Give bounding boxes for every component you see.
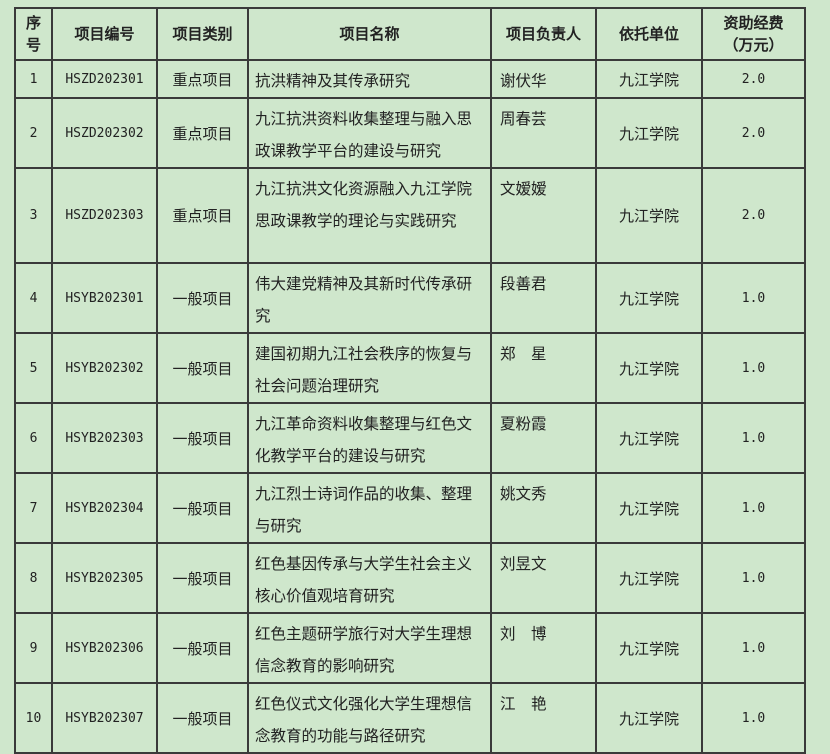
- cell-fund: 2.0: [701, 167, 806, 264]
- header-fund-line1: 资助经费: [723, 14, 784, 32]
- cell-fund: 1.0: [701, 542, 806, 614]
- cell-unit: 九江学院: [595, 59, 703, 99]
- cell-unit: 九江学院: [595, 542, 703, 614]
- table-row: 8 HSYB202305 一般项目 红色基因传承与大学生社会主义核心价值观培育研究 刘昱…: [14, 542, 806, 614]
- cell-category: 一般项目: [156, 402, 249, 474]
- cell-code: HSYB202305: [51, 542, 158, 614]
- cell-fund: 1.0: [701, 612, 806, 684]
- cell-fund: 2.0: [701, 97, 806, 169]
- table-row: 1 HSZD202301 重点项目 抗洪精神及其传承研究 谢伏华 九江学院 2.0: [14, 59, 806, 99]
- cell-code: HSYB202304: [51, 472, 158, 544]
- cell-category: 一般项目: [156, 472, 249, 544]
- cell-leader: 姚文秀: [490, 472, 597, 544]
- cell-fund: 1.0: [701, 402, 806, 474]
- cell-leader: 刘昱文: [490, 542, 597, 614]
- cell-seq: 4: [14, 262, 53, 334]
- cell-unit: 九江学院: [595, 332, 703, 404]
- cell-name: 伟大建党精神及其新时代传承研究: [247, 262, 492, 334]
- cell-fund: 1.0: [701, 332, 806, 404]
- cell-code: HSZD202301: [51, 59, 158, 99]
- cell-name: 九江烈士诗词作品的收集、整理与研究: [247, 472, 492, 544]
- table-row: 9 HSYB202306 一般项目 红色主题研学旅行对大学生理想信念教育的影响研究刘 …: [14, 612, 806, 684]
- table-row: 4 HSYB202301 一般项目 伟大建党精神及其新时代传承研究 段善君 九江学院 1.0: [14, 262, 806, 334]
- cell-category: 重点项目: [156, 97, 249, 169]
- cell-category: 一般项目: [156, 542, 249, 614]
- header-name: 项目名称: [247, 7, 492, 61]
- cell-leader: 郑 星: [490, 332, 597, 404]
- header-leader: 项目负责人: [490, 7, 597, 61]
- cell-name: 建国初期九江社会秩序的恢复与社会问题治理研究: [247, 332, 492, 404]
- cell-unit: 九江学院: [595, 262, 703, 334]
- cell-code: HSYB202307: [51, 682, 158, 754]
- cell-code: HSZD202303: [51, 167, 158, 264]
- cell-seq: 5: [14, 332, 53, 404]
- cell-code: HSYB202301: [51, 262, 158, 334]
- cell-category: 一般项目: [156, 612, 249, 684]
- table-row: 7 HSYB202304 一般项目 九江烈士诗词作品的收集、整理与研究 姚文秀 九江学院 1…: [14, 472, 806, 544]
- cell-seq: 8: [14, 542, 53, 614]
- cell-name: 九江革命资料收集整理与红色文化教学平台的建设与研究: [247, 402, 492, 474]
- cell-code: HSYB202306: [51, 612, 158, 684]
- cell-seq: 6: [14, 402, 53, 474]
- table-row: 3 HSZD202303 重点项目 九江抗洪文化资源融入九江学院思政课教学的理论与实践…: [14, 167, 806, 264]
- header-seq-line1: 序: [25, 14, 41, 32]
- table-row: 5 HSYB202302 一般项目 建国初期九江社会秩序的恢复与社会问题治理研究郑 星…: [14, 332, 806, 404]
- header-seq: 序号: [14, 7, 53, 61]
- cell-unit: 九江学院: [595, 167, 703, 264]
- cell-seq: 7: [14, 472, 53, 544]
- header-code: 项目编号: [51, 7, 158, 61]
- cell-seq: 3: [14, 167, 53, 264]
- cell-fund: 1.0: [701, 682, 806, 754]
- header-fund: 资助经费 （万元）: [701, 7, 806, 61]
- cell-leader: 文嫒嫒: [490, 167, 597, 264]
- table-row: 6 HSYB202303 一般项目 九江革命资料收集整理与红色文化教学平台的建设与研究…: [14, 402, 806, 474]
- cell-seq: 10: [14, 682, 53, 754]
- cell-leader: 夏粉霞: [490, 402, 597, 474]
- cell-category: 一般项目: [156, 262, 249, 334]
- cell-leader: 周春芸: [490, 97, 597, 169]
- cell-name: 红色仪式文化强化大学生理想信念教育的功能与路径研究: [247, 682, 492, 754]
- cell-name: 九江抗洪文化资源融入九江学院思政课教学的理论与实践研究: [247, 167, 492, 264]
- header-unit: 依托单位: [595, 7, 703, 61]
- cell-unit: 九江学院: [595, 682, 703, 754]
- cell-seq: 2: [14, 97, 53, 169]
- cell-unit: 九江学院: [595, 97, 703, 169]
- header-seq-line2: 号: [25, 36, 41, 54]
- cell-code: HSYB202303: [51, 402, 158, 474]
- cell-unit: 九江学院: [595, 472, 703, 544]
- cell-fund: 2.0: [701, 59, 806, 99]
- cell-category: 重点项目: [156, 59, 249, 99]
- cell-seq: 1: [14, 59, 53, 99]
- header-category: 项目类别: [156, 7, 249, 61]
- cell-unit: 九江学院: [595, 402, 703, 474]
- cell-category: 一般项目: [156, 332, 249, 404]
- cell-name: 抗洪精神及其传承研究: [247, 59, 492, 99]
- cell-fund: 1.0: [701, 472, 806, 544]
- cell-category: 一般项目: [156, 682, 249, 754]
- cell-unit: 九江学院: [595, 612, 703, 684]
- table-row: 2 HSZD202302 重点项目 九江抗洪资料收集整理与融入思政课教学平台的建设与研…: [14, 97, 806, 169]
- cell-name: 红色基因传承与大学生社会主义核心价值观培育研究: [247, 542, 492, 614]
- cell-name: 红色主题研学旅行对大学生理想信念教育的影响研究: [247, 612, 492, 684]
- cell-name: 九江抗洪资料收集整理与融入思政课教学平台的建设与研究: [247, 97, 492, 169]
- cell-seq: 9: [14, 612, 53, 684]
- cell-leader: 江 艳: [490, 682, 597, 754]
- header-fund-line2: （万元）: [723, 36, 784, 54]
- cell-leader: 刘 博: [490, 612, 597, 684]
- cell-code: HSYB202302: [51, 332, 158, 404]
- table-row: 10 HSYB202307 一般项目 红色仪式文化强化大学生理想信念教育的功能与路径研…: [14, 682, 806, 754]
- header-row: 序号 项目编号 项目类别 项目名称 项目负责人 依托单位 资助经费 （万元）: [14, 7, 806, 61]
- cell-code: HSZD202302: [51, 97, 158, 169]
- cell-category: 重点项目: [156, 167, 249, 264]
- cell-fund: 1.0: [701, 262, 806, 334]
- cell-leader: 谢伏华: [490, 59, 597, 99]
- cell-leader: 段善君: [490, 262, 597, 334]
